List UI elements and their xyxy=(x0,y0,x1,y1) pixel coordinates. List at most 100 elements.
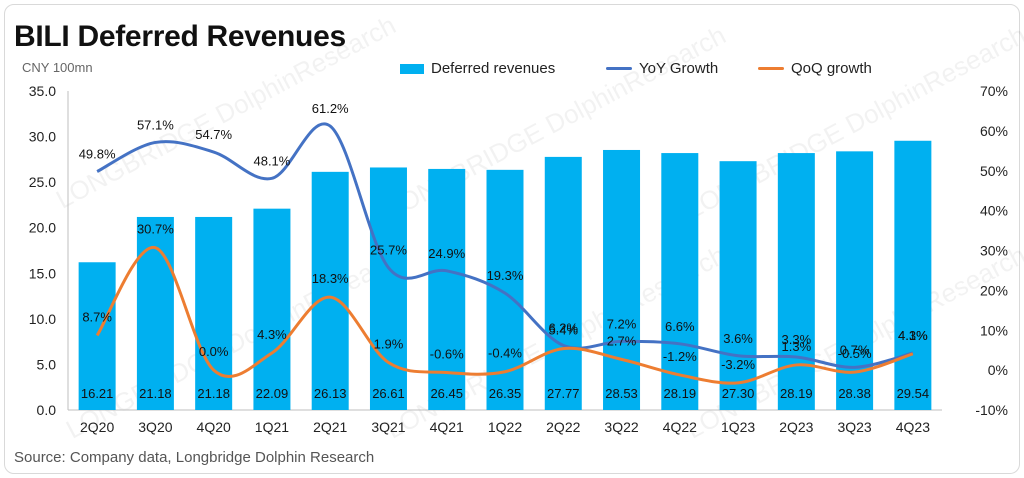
bar xyxy=(719,161,757,410)
legend-swatch-bar xyxy=(400,63,424,74)
category-label: 2Q22 xyxy=(546,419,580,435)
qoq-data-label: 8.7% xyxy=(82,309,112,324)
qoq-data-label: 1.3% xyxy=(782,339,812,354)
category-label: 3Q23 xyxy=(837,419,871,435)
category-label: 3Q20 xyxy=(138,419,172,435)
yoy-data-label: 25.7% xyxy=(370,243,407,258)
qoq-data-label: -0.6% xyxy=(430,347,464,362)
bar xyxy=(311,171,349,410)
right-tick-label: 40% xyxy=(980,203,1008,219)
yoy-data-label: 3.3% xyxy=(782,332,812,347)
bar-value-label: 16.21 xyxy=(81,386,114,401)
left-tick-label: 15.0 xyxy=(29,265,56,281)
bar xyxy=(603,149,641,410)
right-tick-label: 70% xyxy=(980,83,1008,99)
qoq-data-label: -3.2% xyxy=(721,357,755,372)
bar-value-label: 22.09 xyxy=(256,386,289,401)
qoq-data-label: 0.0% xyxy=(199,344,229,359)
chart-title: BILI Deferred Revenues xyxy=(14,20,346,53)
yoy-data-label: 57.1% xyxy=(137,117,174,132)
bar-value-label: 21.18 xyxy=(139,386,172,401)
left-tick-label: 30.0 xyxy=(29,129,56,145)
qoq-data-label: 4.3% xyxy=(257,327,287,342)
bar-value-label: 26.45 xyxy=(430,386,463,401)
bar-value-label: 27.30 xyxy=(722,386,755,401)
bar xyxy=(428,168,466,410)
legend-item-deferred: Deferred revenues xyxy=(400,60,555,77)
category-label: 1Q22 xyxy=(488,419,522,435)
yoy-data-label: 48.1% xyxy=(253,153,290,168)
yoy-data-label: 61.2% xyxy=(312,101,349,116)
left-tick-label: 25.0 xyxy=(29,174,56,190)
right-tick-label: 60% xyxy=(980,123,1008,139)
qoq-data-label: 18.3% xyxy=(312,271,349,286)
bar-value-label: 26.35 xyxy=(489,386,522,401)
bar xyxy=(369,167,407,410)
qoq-data-label: 1.9% xyxy=(374,337,404,352)
yoy-data-label: 3.6% xyxy=(723,331,753,346)
left-tick-label: 20.0 xyxy=(29,220,56,236)
legend-label: QoQ growth xyxy=(791,60,872,77)
yoy-data-label: 0.7% xyxy=(840,342,870,357)
legend-swatch-qoq xyxy=(758,67,784,70)
bar-value-label: 27.77 xyxy=(547,386,580,401)
category-label: 2Q20 xyxy=(80,419,114,435)
qoq-data-label: 4.1% xyxy=(898,328,928,343)
bar-value-label: 29.54 xyxy=(897,386,930,401)
category-label: 3Q22 xyxy=(604,419,638,435)
left-tick-label: 10.0 xyxy=(29,311,56,327)
right-tick-label: 10% xyxy=(980,322,1008,338)
series-line-yoy xyxy=(96,122,914,369)
category-label: 1Q21 xyxy=(255,419,289,435)
qoq-data-label: 30.7% xyxy=(137,222,174,237)
series-line-qoq xyxy=(95,246,914,385)
bar xyxy=(661,153,699,410)
legend-item-qoq: QoQ growth xyxy=(758,60,872,77)
bar-value-label: 26.61 xyxy=(372,386,405,401)
qoq-data-label: 2.7% xyxy=(607,333,637,348)
left-tick-label: 35.0 xyxy=(29,83,56,99)
qoq-data-label: -0.5% xyxy=(838,346,872,361)
yoy-data-label: 7.2% xyxy=(607,316,637,331)
chart-subtitle: CNY 100mn xyxy=(22,60,93,75)
legend-swatch-yoy xyxy=(606,67,632,70)
category-label: 2Q23 xyxy=(779,419,813,435)
legend-label: Deferred revenues xyxy=(431,60,556,77)
bar-value-label: 28.53 xyxy=(605,386,638,401)
bar-value-label: 28.19 xyxy=(780,386,813,401)
bar-value-label: 28.38 xyxy=(838,386,871,401)
qoq-data-label: -0.4% xyxy=(488,346,522,361)
bar xyxy=(544,156,582,410)
left-tick-label: 5.0 xyxy=(37,356,57,372)
left-tick-label: 0.0 xyxy=(37,402,57,418)
yoy-data-label: 6.6% xyxy=(665,319,695,334)
bar xyxy=(78,262,116,410)
right-tick-label: 50% xyxy=(980,163,1008,179)
category-label: 4Q21 xyxy=(430,419,464,435)
bar xyxy=(136,216,174,410)
right-tick-label: 20% xyxy=(980,282,1008,298)
yoy-data-label: 24.9% xyxy=(428,246,465,261)
bar xyxy=(894,140,932,410)
category-label: 4Q22 xyxy=(663,419,697,435)
right-tick-label: 0% xyxy=(988,362,1008,378)
yoy-data-label: 54.7% xyxy=(195,127,232,142)
bar-value-label: 26.13 xyxy=(314,386,347,401)
right-tick-label: 30% xyxy=(980,243,1008,259)
category-label: 3Q21 xyxy=(371,419,405,435)
bar xyxy=(777,153,815,410)
yoy-data-label: 6.2% xyxy=(548,320,578,335)
category-label: 2Q21 xyxy=(313,419,347,435)
qoq-data-label: 5.4% xyxy=(548,323,578,338)
right-tick-label: -10% xyxy=(975,402,1008,418)
legend-label: YoY Growth xyxy=(639,60,719,77)
bar-value-label: 21.18 xyxy=(197,386,230,401)
bar xyxy=(253,208,291,410)
yoy-data-label: 4.3% xyxy=(898,328,928,343)
bar xyxy=(486,169,524,410)
category-label: 4Q20 xyxy=(197,419,231,435)
bar-value-label: 28.19 xyxy=(664,386,697,401)
bar xyxy=(195,216,233,410)
yoy-data-label: 49.8% xyxy=(79,147,116,162)
